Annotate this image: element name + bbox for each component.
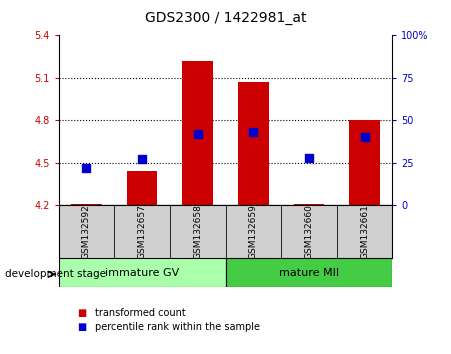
Text: GSM132661: GSM132661: [360, 204, 369, 259]
Bar: [349, 120, 380, 205]
Bar: [71, 204, 102, 205]
Bar: [182, 61, 213, 205]
Text: GDS2300 / 1422981_at: GDS2300 / 1422981_at: [145, 11, 306, 25]
Point: [138, 156, 146, 162]
Bar: [114, 205, 170, 258]
Text: ■: ■: [77, 322, 86, 332]
Point: [305, 155, 313, 161]
Text: GSM132657: GSM132657: [138, 204, 147, 259]
Bar: [226, 205, 281, 258]
Text: GSM132660: GSM132660: [304, 204, 313, 259]
Text: mature MII: mature MII: [279, 268, 339, 278]
Text: development stage: development stage: [5, 269, 106, 279]
Point: [83, 165, 90, 171]
Point: [250, 130, 257, 135]
Text: GSM132659: GSM132659: [249, 204, 258, 259]
Bar: [127, 171, 157, 205]
Bar: [170, 205, 226, 258]
Text: GSM132592: GSM132592: [82, 205, 91, 259]
Text: immature GV: immature GV: [105, 268, 179, 278]
Bar: [59, 205, 114, 258]
Bar: [59, 258, 226, 287]
Text: percentile rank within the sample: percentile rank within the sample: [95, 322, 260, 332]
Bar: [238, 82, 269, 205]
Bar: [337, 205, 392, 258]
Text: transformed count: transformed count: [95, 308, 185, 318]
Bar: [294, 204, 324, 205]
Text: GSM132658: GSM132658: [193, 204, 202, 259]
Point: [361, 135, 368, 140]
Bar: [226, 258, 392, 287]
Point: [194, 131, 201, 137]
Text: ■: ■: [77, 308, 86, 318]
Bar: [281, 205, 337, 258]
